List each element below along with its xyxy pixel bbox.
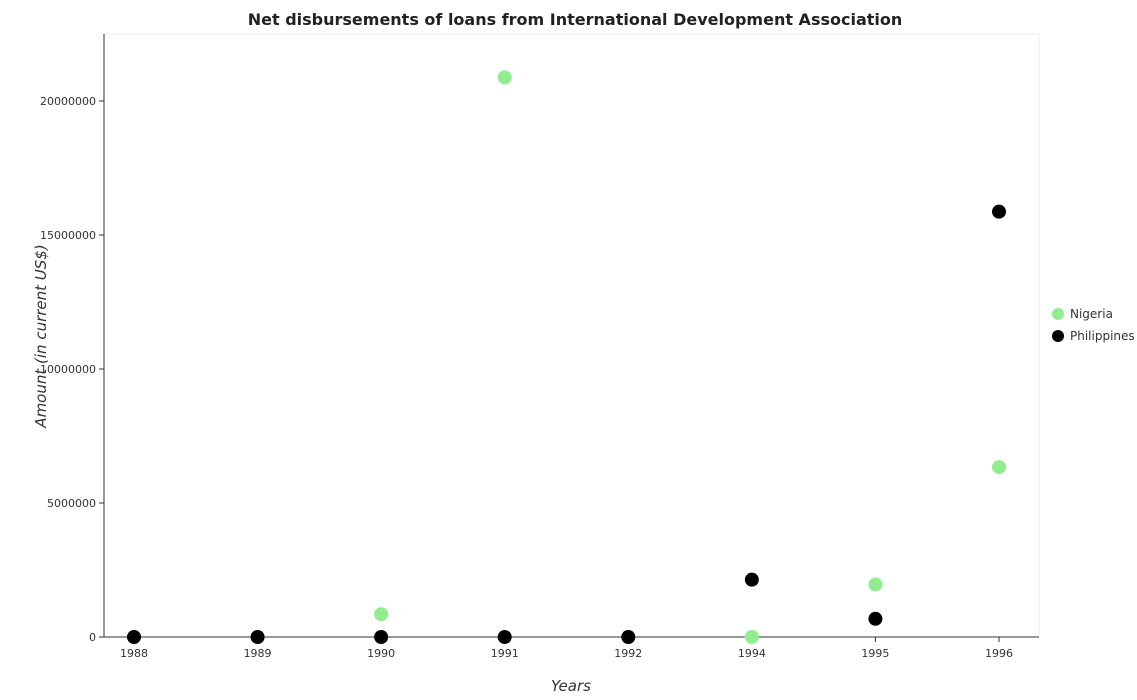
data-point-nigeria [992, 460, 1006, 475]
data-point-nigeria [374, 607, 389, 622]
legend-marker-philippines [1052, 330, 1064, 342]
x-tick-label: 1991 [491, 647, 519, 660]
y-axis-ticks: 0 5000000 10000000 15000000 20000000 [40, 95, 104, 644]
legend-label-philippines: Philippines [1070, 329, 1135, 343]
x-tick-label: 1988 [120, 647, 148, 660]
data-point-philippines [250, 630, 265, 644]
legend-marker-nigeria [1052, 308, 1064, 320]
data-point-philippines [992, 204, 1006, 219]
data-point-philippines [744, 572, 759, 587]
y-tick-label: 0 [89, 631, 96, 644]
chart-title: Net disbursements of loans from Internat… [248, 10, 903, 29]
legend-label-nigeria: Nigeria [1070, 307, 1113, 321]
x-tick-label: 1990 [367, 647, 395, 660]
data-point-philippines [127, 630, 141, 644]
legend: Nigeria Philippines [1052, 307, 1135, 343]
data-point-philippines [621, 630, 636, 644]
plot-area [103, 33, 1040, 638]
data-point-philippines [374, 630, 389, 644]
y-tick-label: 10000000 [40, 363, 96, 376]
data-point-nigeria [744, 630, 759, 644]
x-tick-label: 1994 [738, 647, 766, 660]
x-axis-label: Years [551, 677, 591, 695]
x-tick-label: 1996 [985, 647, 1013, 660]
data-point-philippines [497, 630, 512, 644]
y-tick-label: 15000000 [40, 229, 96, 242]
data-point-philippines [868, 611, 883, 626]
data-points [127, 70, 1006, 644]
y-axis-label: Amount (in current US$) [32, 244, 50, 428]
x-tick-label: 1989 [244, 647, 272, 660]
data-point-nigeria [868, 577, 883, 592]
y-tick-label: 5000000 [47, 497, 96, 510]
y-tick-label: 20000000 [40, 95, 96, 108]
x-tick-label: 1995 [861, 647, 889, 660]
data-point-nigeria [497, 70, 512, 85]
x-tick-label: 1992 [614, 647, 642, 660]
